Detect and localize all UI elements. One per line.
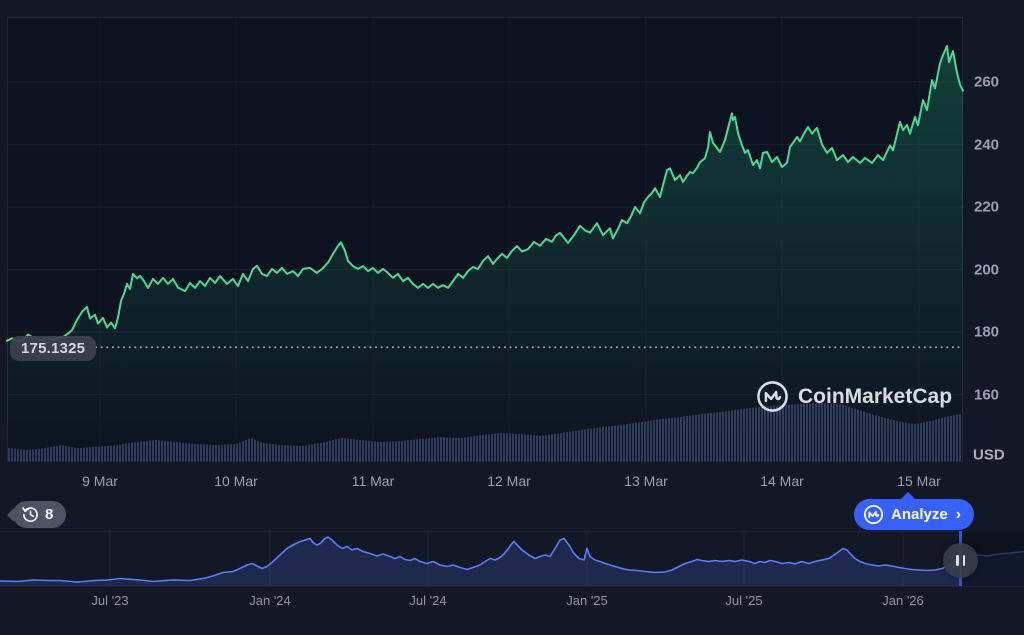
analyze-cmc-icon xyxy=(863,504,884,525)
history-clock-icon xyxy=(22,506,39,523)
x-axis-date-label: 11 Mar xyxy=(351,473,395,489)
navigator-axis-label: Jul '25 xyxy=(725,593,763,608)
x-axis-date-label: 14 Mar xyxy=(760,473,804,489)
y-axis-tick-label: 180 xyxy=(974,323,1000,341)
navigator-axis-label: Jul '24 xyxy=(409,593,447,608)
navigator-axis-label: Jul '23 xyxy=(91,593,129,608)
navigator-axis-label: Jan '25 xyxy=(566,593,608,608)
y-axis-tick-label: 200 xyxy=(974,261,1000,278)
low-price-marker-label: 175.1325 xyxy=(10,336,97,361)
coinmarketcap-logo-icon xyxy=(756,380,789,413)
analyze-label: Analyze xyxy=(891,506,948,523)
handle-grip-icon xyxy=(962,555,965,566)
watermark: CoinMarketCap xyxy=(756,380,952,413)
handle-grip-icon xyxy=(956,555,959,566)
y-axis-tick-label: 220 xyxy=(974,198,1000,216)
y-axis-tick-label: 240 xyxy=(974,136,1000,153)
x-axis-date-label: 12 Mar xyxy=(487,473,531,489)
x-axis-date-label: 10 Mar xyxy=(214,473,258,489)
chevron-right-icon: › xyxy=(955,505,962,523)
y-axis-tick-label: 160 xyxy=(974,386,1000,403)
y-axis-tick-label: 260 xyxy=(974,73,1000,91)
range-end-handle[interactable] xyxy=(943,543,978,578)
navigator-axis-label: Jan '26 xyxy=(882,593,924,608)
x-axis-date-label: 9 Mar xyxy=(82,473,118,489)
range-navigator[interactable] xyxy=(0,531,1024,587)
history-count: 8 xyxy=(45,506,54,523)
analyze-pointer-arrow xyxy=(900,492,916,500)
watermark-brand-text: CoinMarketCap xyxy=(798,384,953,408)
navigator-axis-label: Jan '24 xyxy=(249,593,291,608)
analyze-button[interactable]: Analyze › xyxy=(854,492,975,530)
history-count-badge[interactable]: 8 xyxy=(6,501,67,528)
y-axis-unit-label: USD xyxy=(973,446,1005,464)
x-axis-date-label: 13 Mar xyxy=(624,473,668,489)
x-axis-date-label: 15 Mar xyxy=(897,473,941,489)
